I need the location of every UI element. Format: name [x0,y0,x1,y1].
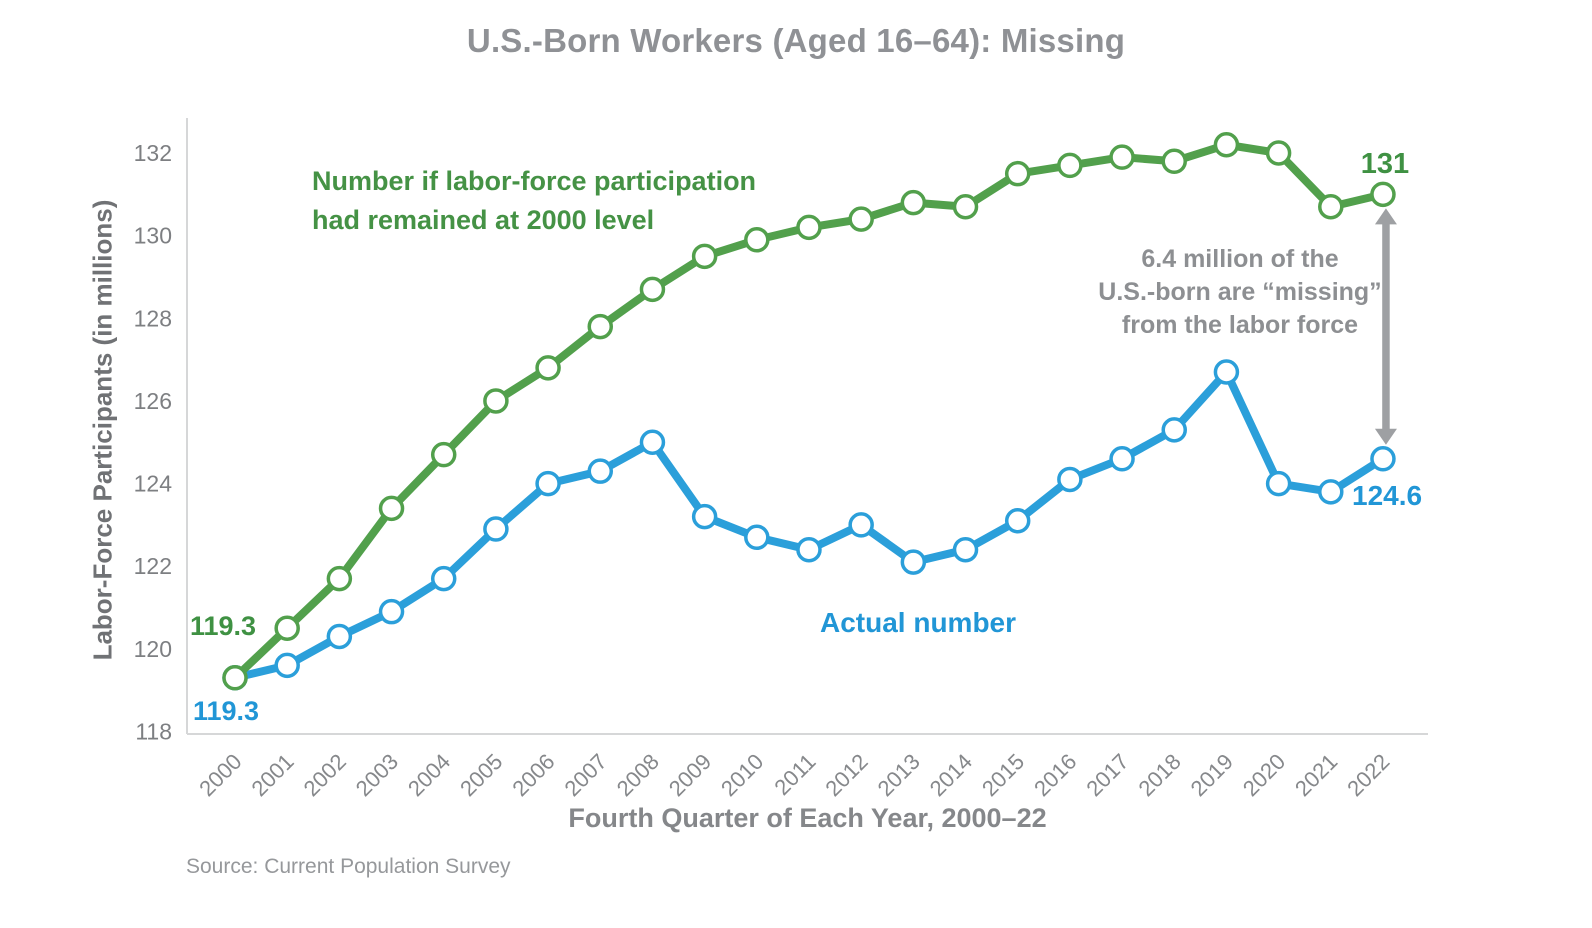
x-tick-label: 2009 [664,749,716,801]
counterfactual-point-2007 [587,313,614,340]
x-tick-label: 2016 [1029,749,1081,801]
counterfactual-end-value-label: 131 [1360,148,1410,180]
counterfactual-point-2011 [796,214,822,241]
actual-point-2011 [796,536,822,563]
gap-arrow-head-down [1374,428,1397,445]
actual-start-value-label: 119.3 [193,696,260,726]
x-tick-label: 2001 [246,749,298,801]
counterfactual-point-2002 [326,565,353,592]
gap-arrow-head-up [1374,208,1397,225]
x-tick-label: 2015 [977,749,1029,801]
x-tick-label: 2007 [560,749,612,801]
counterfactual-point-2009 [691,243,718,270]
counterfactual-point-2008 [639,276,666,303]
y-tick-label: 122 [134,553,172,579]
x-tick-label: 2008 [612,749,664,801]
y-tick-label: 132 [134,140,172,166]
actual-point-2021 [1318,479,1344,505]
actual-point-2020 [1265,470,1292,497]
x-tick-label: 2021 [1290,749,1342,801]
chart-title: U.S.-Born Workers (Aged 16–64): Missing [466,22,1126,59]
counterfactual-point-2021 [1318,193,1344,220]
x-tick-label: 2000 [194,749,246,801]
actual-point-2017 [1109,446,1135,472]
y-tick-label: 128 [134,305,172,331]
actual-point-2022 [1370,446,1396,472]
counterfactual-point-2001 [274,615,300,641]
x-axis-title: Fourth Quarter of Each Year, 2000–22 [568,803,1047,833]
x-tick-label: 2019 [1186,749,1238,801]
actual-point-2016 [1057,466,1083,493]
counterfactual-point-2019 [1213,132,1240,158]
actual-point-2005 [483,516,509,542]
x-tick-label: 2012 [820,749,872,801]
x-tick-label: 2006 [507,749,559,801]
x-tick-label: 2011 [769,749,820,800]
counterfactual-point-2014 [952,193,979,220]
actual-point-2018 [1161,417,1187,443]
actual-point-2019 [1213,359,1240,385]
counterfactual-point-2017 [1109,144,1135,170]
actual-point-2015 [1004,508,1031,534]
actual-end-value-label: 124.6 [1352,480,1423,511]
counterfactual-point-2022 [1370,181,1396,208]
counterfactual-point-2013 [900,189,927,216]
counterfactual-point-2000 [222,665,248,691]
x-tick-label: 2018 [1133,749,1185,801]
x-tick-label: 2003 [351,749,403,801]
y-tick-label: 118 [135,719,172,745]
counterfactual-point-2012 [848,206,874,232]
counterfactual-point-2010 [744,227,770,253]
actual-point-2007 [587,458,614,484]
counterfactual-point-2020 [1265,140,1292,166]
counterfactual-point-2003 [378,495,405,522]
actual-point-2012 [848,512,874,538]
counterfactual-point-2016 [1057,152,1083,179]
x-tick-label: 2017 [1081,749,1133,801]
y-tick-label: 130 [134,223,172,249]
actual-point-2003 [378,598,405,625]
actual-point-2009 [691,503,718,530]
counterfactual-series-label: Number if labor-force participation had … [312,166,757,235]
counterfactual-point-2004 [430,441,457,468]
actual-point-2002 [326,623,353,650]
x-tick-label: 2002 [299,749,351,801]
actual-point-2006 [535,470,561,497]
actual-point-2008 [639,429,666,456]
x-tick-label: 2010 [716,749,768,801]
x-tick-label: 2005 [455,749,507,801]
actual-point-2001 [274,652,300,679]
actual-point-2014 [952,536,979,563]
actual-series-label: Actual number [819,607,1017,638]
counterfactual-point-2005 [483,388,509,414]
y-tick-label: 126 [134,388,172,414]
gap-arrow-shaft [1382,222,1390,431]
actual-point-2013 [900,549,927,575]
counterfactual-point-2006 [535,355,561,381]
x-tick-label: 2020 [1238,749,1290,801]
missing-gap-annotation: 6.4 million of the U.S.-born are “missin… [1098,245,1382,339]
actual-point-2004 [430,565,457,592]
counterfactual-point-2015 [1004,160,1031,187]
y-tick-label: 120 [134,636,172,662]
x-tick-label: 2004 [403,749,455,801]
actual-point-2010 [744,524,770,551]
x-tick-label: 2022 [1342,749,1394,801]
x-tick-label: 2014 [925,749,977,801]
axis-lines [186,118,1428,735]
x-tick-label: 2013 [873,749,925,801]
y-tick-label: 124 [134,471,173,497]
source-note: Source: Current Population Survey [186,855,511,878]
counterfactual-start-value-label: 119.3 [190,611,257,641]
counterfactual-point-2018 [1161,148,1187,175]
